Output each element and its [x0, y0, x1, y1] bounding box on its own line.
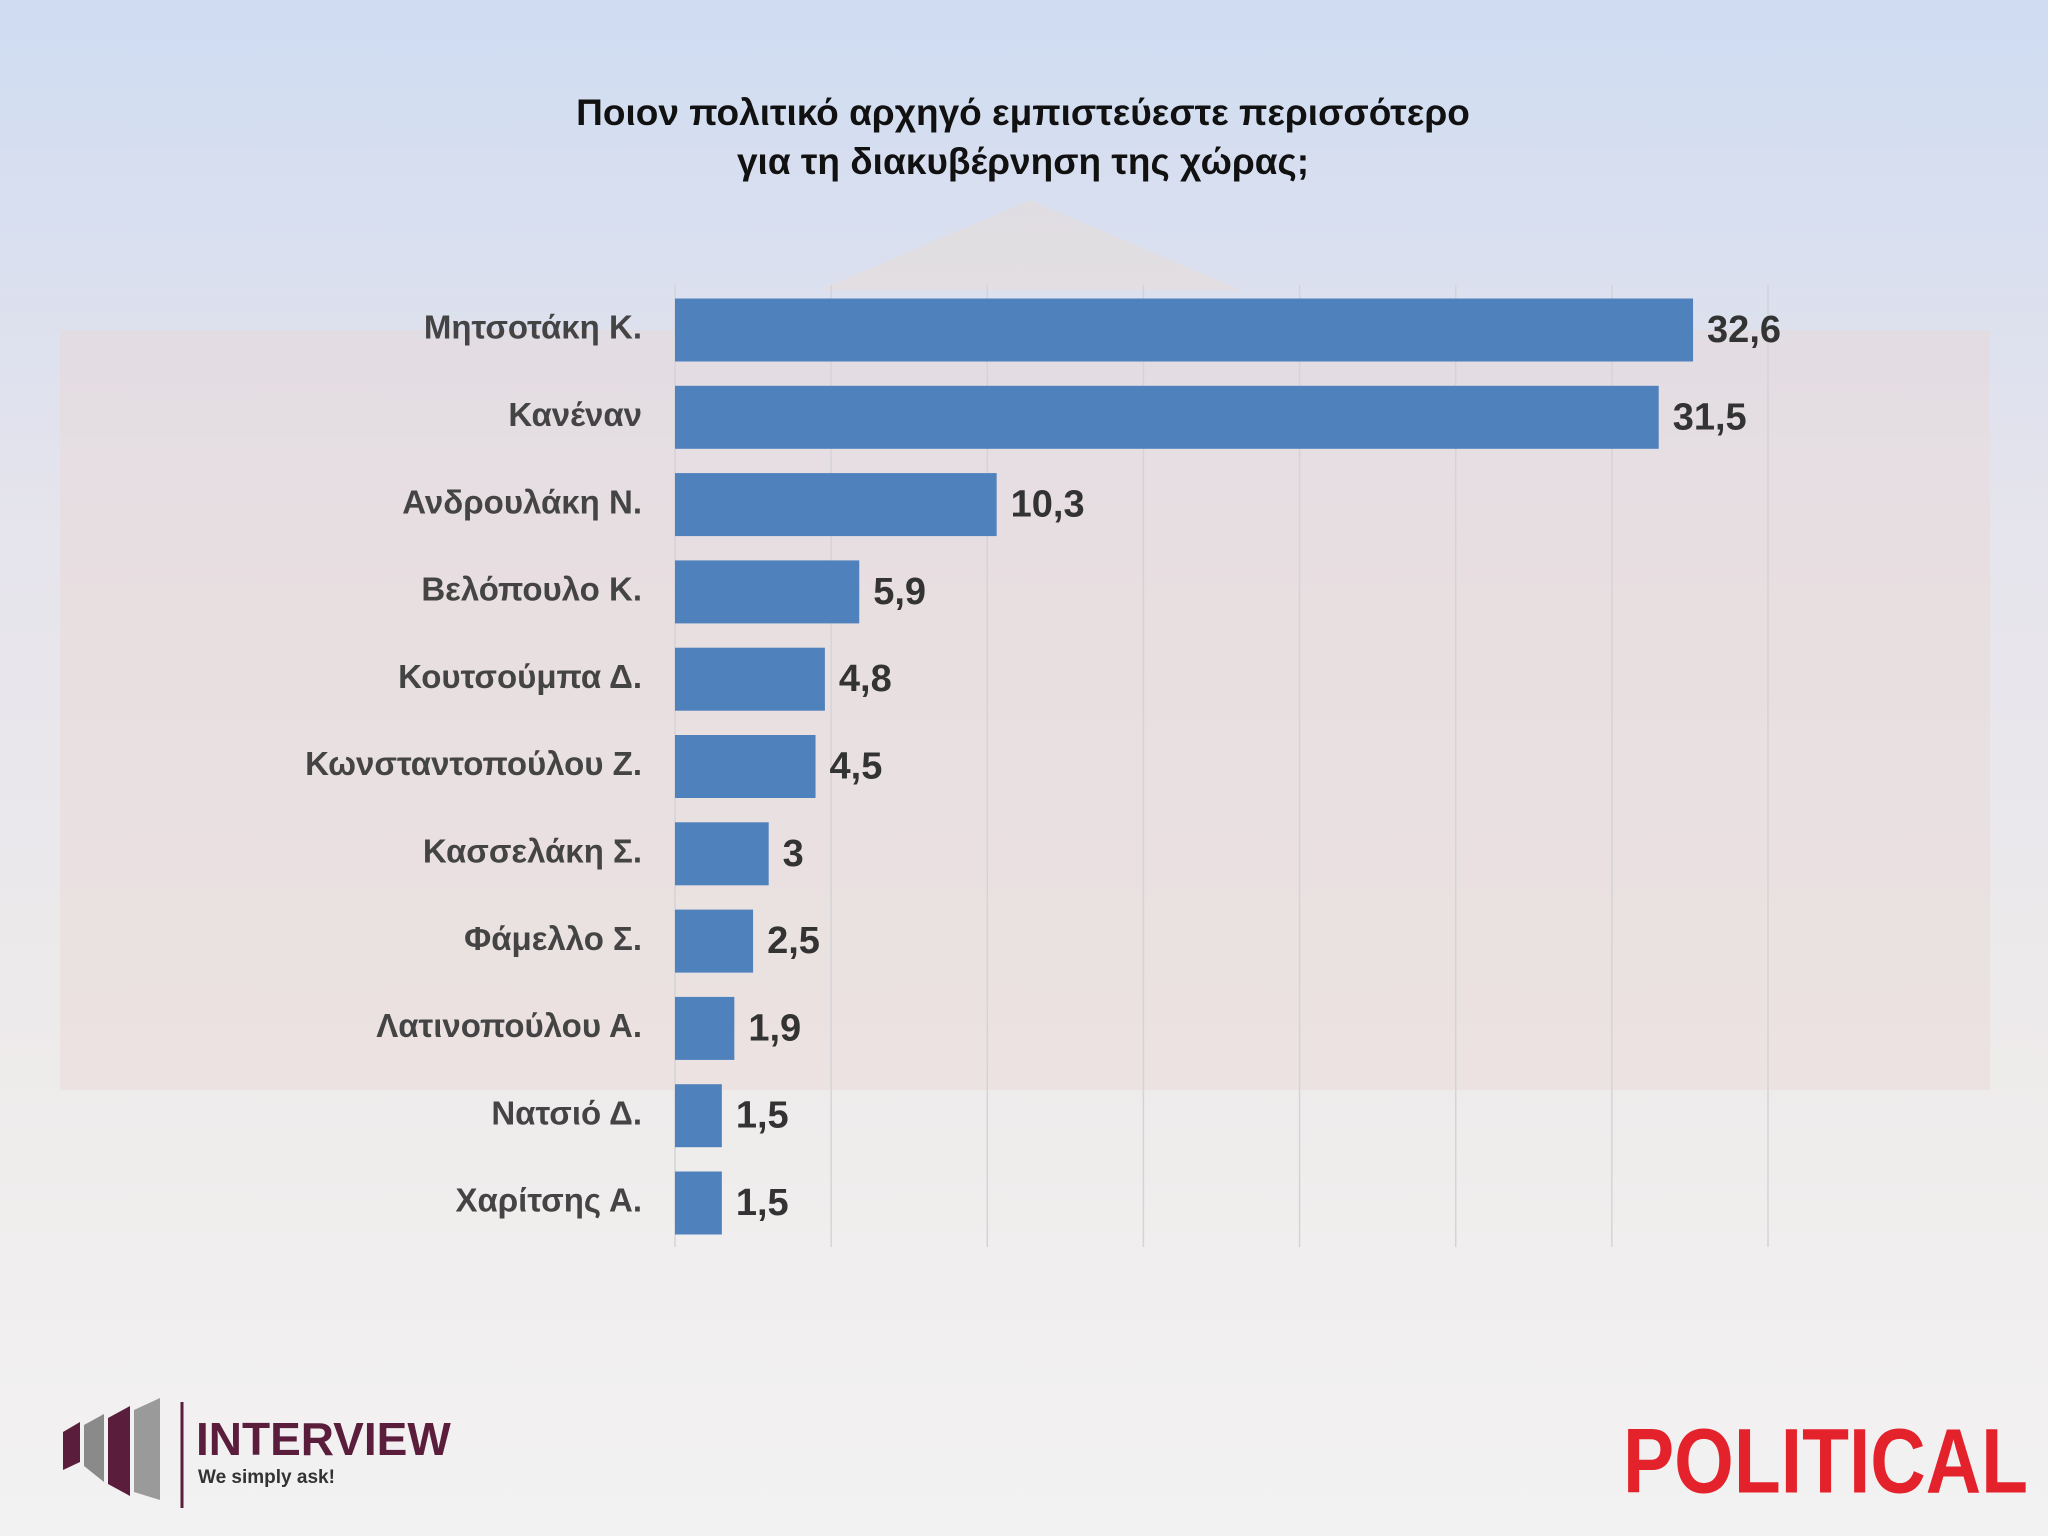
y-tick-label: Χαρίτσης Α.: [455, 1182, 642, 1219]
building-backdrop: [60, 330, 1990, 1090]
building-pediment: [820, 200, 1240, 290]
value-label: 1,5: [736, 1095, 789, 1137]
chart-title: Ποιον πολιτικό αρχηγό εμπιστεύεστε περισ…: [576, 92, 1470, 133]
y-tick-label: Κασσελάκη Σ.: [423, 833, 642, 870]
bar: [675, 298, 1694, 362]
value-label: 1,5: [736, 1182, 789, 1224]
logo-bar: [134, 1398, 160, 1500]
y-tick-label: Βελόπουλο Κ.: [421, 571, 642, 608]
logo-bar: [84, 1414, 104, 1482]
logo-name: INTERVIEW: [196, 1413, 451, 1465]
bar: [675, 996, 735, 1060]
y-tick-label: Μητσοτάκη Κ.: [424, 309, 642, 346]
y-tick-label: Λατινοπούλου Α.: [376, 1007, 642, 1044]
bar: [675, 909, 754, 973]
value-label: 2,5: [767, 920, 820, 962]
value-label: 31,5: [1673, 396, 1747, 438]
value-label: 4,5: [830, 746, 883, 788]
y-tick-label: Φάμελλο Σ.: [464, 920, 642, 957]
y-tick-label: Κανέναν: [508, 396, 642, 433]
value-label: 3: [783, 833, 804, 875]
y-tick-label: Ανδρουλάκη Ν.: [402, 483, 642, 520]
y-tick-label: Κουτσούμπα Δ.: [398, 658, 642, 695]
bar: [675, 647, 825, 711]
bar: [675, 1171, 722, 1235]
bar: [675, 473, 997, 537]
logo-bar: [63, 1422, 80, 1470]
political-logo: POLITICAL: [1623, 1410, 2028, 1512]
bar: [675, 735, 816, 798]
interview-logo: INTERVIEW We simply ask!: [63, 1398, 451, 1508]
value-label: 32,6: [1707, 309, 1781, 351]
chart-title: για τη διακυβέρνηση της χώρας;: [737, 141, 1309, 182]
logo-tagline: We simply ask!: [198, 1467, 335, 1488]
bar: [675, 560, 860, 624]
logo-bar: [108, 1406, 130, 1496]
value-label: 4,8: [839, 658, 892, 700]
value-label: 1,9: [748, 1007, 801, 1049]
bar: [675, 385, 1659, 449]
bar: [675, 1084, 722, 1148]
value-label: 5,9: [873, 571, 926, 613]
y-tick-label: Νατσιό Δ.: [491, 1094, 642, 1131]
bar: [675, 822, 769, 886]
y-tick-label: Κωνσταντοπούλου Ζ.: [305, 745, 642, 782]
value-label: 10,3: [1011, 484, 1085, 526]
